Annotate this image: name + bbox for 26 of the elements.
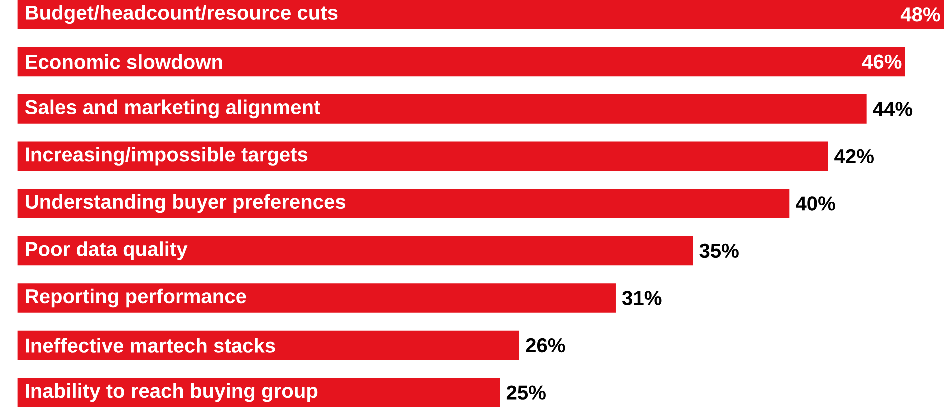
bar <box>18 283 616 313</box>
data-label: 35% <box>700 244 739 258</box>
data-label: 31% <box>622 290 662 306</box>
bar <box>18 188 790 218</box>
data-label: 46% <box>862 54 902 69</box>
y-tick-label: Reporting performance <box>26 288 246 308</box>
data-label: 42% <box>834 149 874 164</box>
y-tick-label: Increasing/impossible targets <box>26 146 308 166</box>
y-tick-label: Sales and marketing alignment <box>25 100 320 118</box>
bar <box>18 236 694 266</box>
bar <box>18 94 867 124</box>
bar <box>18 142 828 171</box>
data-label: 48% <box>900 7 940 22</box>
y-tick-label: Economic slowdown <box>26 54 222 70</box>
bar <box>18 330 520 360</box>
data-label: 26% <box>526 338 566 352</box>
bar <box>18 0 944 30</box>
bar <box>18 47 906 76</box>
y-tick-label: Ineffective martech stacks <box>26 338 276 353</box>
data-label: 25% <box>506 385 546 400</box>
y-tick-label: Budget/headcount/resource cuts <box>26 5 338 24</box>
y-tick-label: Inability to reach buying group <box>26 383 318 402</box>
y-tick-label: Understanding buyer preferences <box>26 194 346 213</box>
y-tick-label: Poor data quality <box>26 241 188 260</box>
data-label: 40% <box>796 196 836 211</box>
data-label: 44% <box>873 102 913 116</box>
